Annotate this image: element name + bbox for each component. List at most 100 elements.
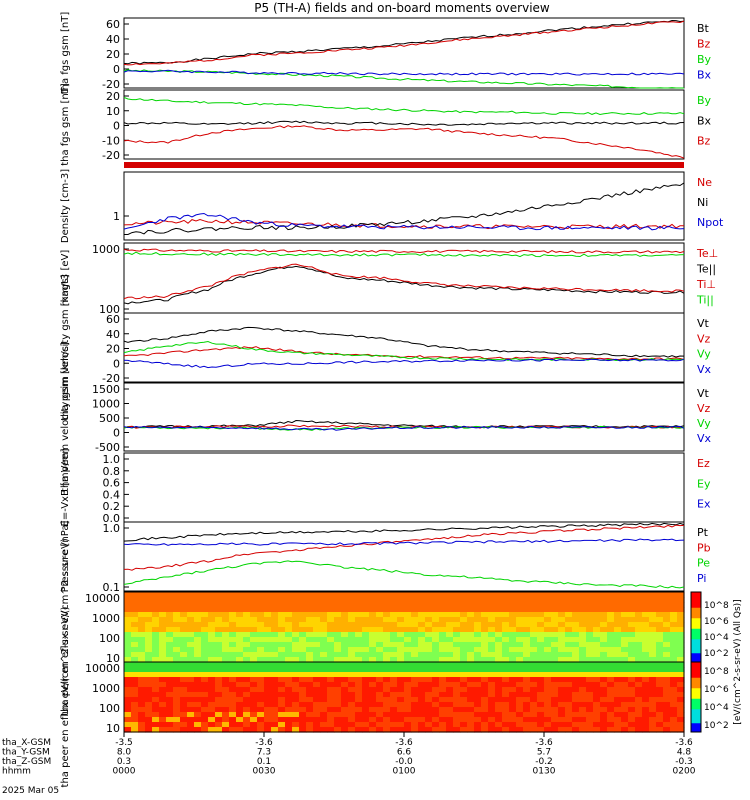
heat-cell	[621, 702, 629, 708]
heat-cell	[369, 667, 377, 673]
colorbar-cell	[691, 669, 701, 672]
heat-cell	[159, 707, 167, 713]
ytick-label: 100	[99, 702, 120, 715]
colorbar-cell	[691, 625, 701, 628]
heat-cell	[278, 662, 286, 668]
heat-cell	[663, 707, 671, 713]
heat-cell	[446, 682, 454, 688]
heat-cell	[390, 607, 398, 613]
heat-cell	[474, 682, 482, 688]
heat-cell	[313, 667, 321, 673]
heat-cell	[215, 707, 223, 713]
heat-cell	[481, 627, 489, 633]
heat-cell	[411, 642, 419, 648]
heat-cell	[544, 657, 552, 663]
heat-cell	[551, 612, 559, 618]
colorbar-cell	[691, 611, 701, 614]
heat-cell	[187, 717, 195, 723]
legend-Te⊥: Te⊥	[696, 247, 718, 260]
heat-cell	[509, 597, 517, 603]
heat-cell	[145, 652, 153, 658]
heat-cell	[481, 717, 489, 723]
heat-cell	[257, 602, 265, 608]
heat-cell	[180, 692, 188, 698]
heat-cell	[264, 657, 272, 663]
heat-cell	[138, 677, 146, 683]
heat-cell	[642, 722, 650, 728]
heat-cell	[586, 647, 594, 653]
heat-cell	[124, 617, 132, 623]
heat-cell	[586, 642, 594, 648]
heat-cell	[292, 682, 300, 688]
colorbar-cell	[691, 707, 701, 710]
heat-cell	[362, 662, 370, 668]
heat-cell	[446, 687, 454, 693]
heat-cell	[572, 682, 580, 688]
heat-cell	[369, 707, 377, 713]
heat-cell	[488, 692, 496, 698]
heat-cell	[663, 647, 671, 653]
heat-cell	[313, 592, 321, 598]
heat-cell	[194, 677, 202, 683]
heat-cell	[411, 677, 419, 683]
heat-cell	[341, 632, 349, 638]
heat-cell	[586, 687, 594, 693]
heat-cell	[537, 617, 545, 623]
heat-cell	[404, 592, 412, 598]
heat-cell	[523, 707, 531, 713]
heat-cell	[516, 647, 524, 653]
heat-cell	[432, 612, 440, 618]
heat-cell	[138, 667, 146, 673]
heat-cell	[229, 632, 237, 638]
heat-cell	[481, 632, 489, 638]
heat-cell	[656, 607, 664, 613]
heat-cell	[642, 602, 650, 608]
heat-cell	[411, 692, 419, 698]
heat-cell	[523, 652, 531, 658]
heat-cell	[152, 657, 160, 663]
heat-cell	[446, 597, 454, 603]
heat-cell	[446, 592, 454, 598]
heat-cell	[551, 652, 559, 658]
heat-cell	[180, 707, 188, 713]
heat-cell	[397, 662, 405, 668]
heat-cell	[383, 712, 391, 718]
heat-cell	[516, 612, 524, 618]
heat-cell	[194, 592, 202, 598]
heat-cell	[586, 662, 594, 668]
heat-cell	[236, 642, 244, 648]
colorbar-cell	[691, 653, 701, 656]
heat-cell	[607, 652, 615, 658]
heat-cell	[187, 617, 195, 623]
heat-cell	[250, 662, 258, 668]
heat-cell	[292, 687, 300, 693]
heat-cell	[481, 667, 489, 673]
heat-cell	[453, 687, 461, 693]
heat-cell	[551, 692, 559, 698]
heat-cell	[201, 622, 209, 628]
heat-cell	[390, 612, 398, 618]
heat-cell	[278, 597, 286, 603]
heat-cell	[509, 602, 517, 608]
heat-cell	[159, 682, 167, 688]
heat-cell	[614, 632, 622, 638]
heat-cell	[446, 677, 454, 683]
heat-cell	[243, 617, 251, 623]
heat-cell	[439, 667, 447, 673]
heat-cell	[411, 617, 419, 623]
heat-cell	[292, 672, 300, 678]
heat-cell	[551, 707, 559, 713]
colorbar-cell	[691, 667, 701, 670]
heat-cell	[327, 712, 335, 718]
heat-cell	[432, 627, 440, 633]
heat-cell	[138, 727, 146, 733]
heat-cell	[628, 657, 636, 663]
heat-cell	[201, 687, 209, 693]
heat-cell	[236, 622, 244, 628]
heat-cell	[390, 647, 398, 653]
heat-cell	[530, 697, 538, 703]
heat-cell	[593, 652, 601, 658]
heat-cell	[418, 647, 426, 653]
heat-cell	[411, 717, 419, 723]
heat-cell	[341, 592, 349, 598]
